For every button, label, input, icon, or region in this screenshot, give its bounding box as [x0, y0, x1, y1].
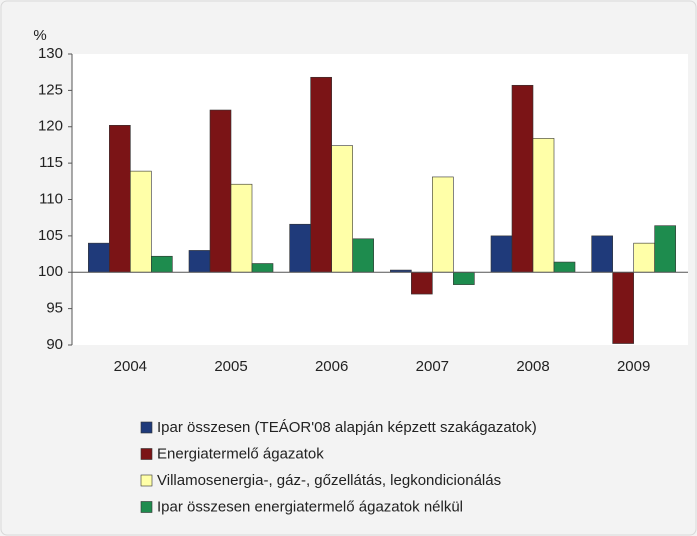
- y-tick-label: 125: [38, 81, 63, 98]
- y-tick-label: 120: [38, 118, 63, 135]
- bar: [251, 263, 274, 273]
- bar: [411, 271, 433, 295]
- bar: [654, 225, 676, 273]
- bar: [130, 170, 152, 273]
- bar: [532, 138, 555, 273]
- y-tick-label: 95: [46, 300, 63, 317]
- bar: [209, 109, 232, 273]
- bar: [453, 271, 475, 285]
- legend-label: Villamosenergia-, gáz-, gőzellátás, legk…: [157, 472, 501, 489]
- y-tick-label: 105: [38, 227, 63, 244]
- bar: [88, 242, 110, 273]
- y-tick-label: 110: [39, 190, 63, 207]
- x-tick-label: 2007: [416, 358, 449, 375]
- y-tick-label: 115: [39, 154, 63, 171]
- bar: [432, 176, 454, 273]
- y-tick-label: 130: [38, 45, 63, 62]
- bar: [230, 183, 253, 273]
- bar: [352, 238, 374, 273]
- legend-swatch: [140, 448, 153, 460]
- legend-swatch: [140, 421, 153, 434]
- y-unit-label: %: [33, 27, 46, 44]
- legend-swatch: [140, 474, 153, 487]
- legend: Ipar összesen (TEÁOR'08 alapján képzett …: [140, 419, 537, 515]
- legend-label: Ipar összesen energiatermelő ágazatok né…: [157, 498, 463, 515]
- y-tick-label: 100: [38, 263, 63, 280]
- x-tick-label: 2009: [617, 358, 650, 375]
- bar: [633, 242, 655, 273]
- bar: [289, 223, 311, 273]
- bar: [188, 250, 211, 273]
- bar: [109, 124, 131, 273]
- legend-swatch: [140, 501, 153, 513]
- plot-area: [72, 54, 688, 345]
- bar: [553, 261, 576, 273]
- x-tick-label: 2008: [516, 358, 549, 375]
- x-tick-label: 2004: [114, 358, 147, 375]
- bar: [612, 271, 634, 344]
- bar: [490, 235, 513, 273]
- bar: [511, 84, 534, 273]
- bar: [310, 76, 332, 273]
- x-tick-label: 2005: [214, 358, 247, 375]
- legend-label: Ipar összesen (TEÁOR'08 alapján képzett …: [157, 419, 537, 436]
- bar: [151, 255, 173, 273]
- bar: [331, 145, 353, 273]
- bar: [591, 235, 613, 273]
- x-tick-label: 2006: [315, 358, 348, 375]
- legend-label: Energiatermelő ágazatok: [157, 445, 324, 462]
- y-tick-label: 90: [46, 336, 63, 353]
